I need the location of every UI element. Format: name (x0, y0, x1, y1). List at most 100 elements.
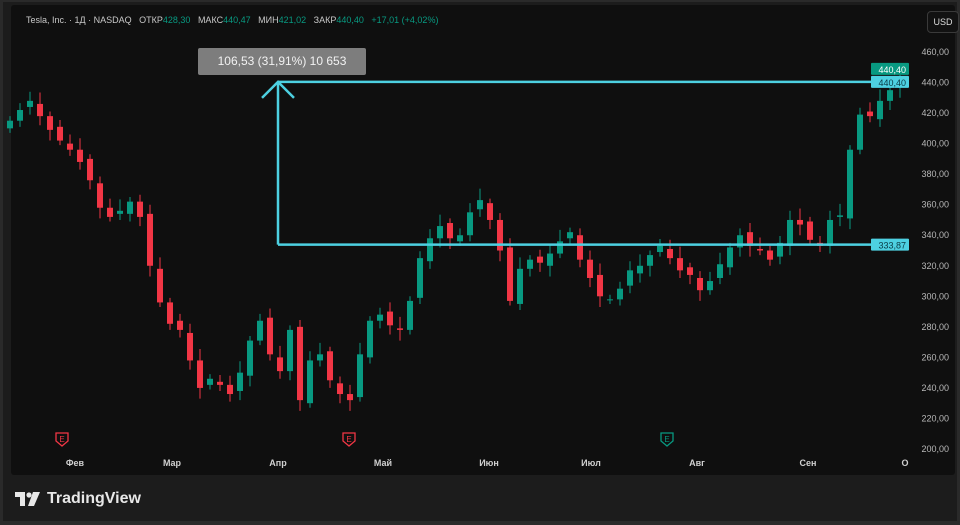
currency-button[interactable]: USD (927, 11, 959, 33)
candle-body (737, 235, 743, 248)
candle-body (17, 110, 23, 121)
candle-body (77, 149, 83, 162)
candle-body (767, 250, 773, 260)
candle-body (397, 328, 403, 330)
candle-body (727, 247, 733, 268)
x-tick-label: Фев (66, 458, 85, 468)
earnings-icon[interactable] (55, 432, 69, 447)
x-tick-label: О (901, 458, 908, 468)
candle-body (857, 114, 863, 150)
candle-body (807, 221, 813, 240)
candle-body (327, 351, 333, 381)
candle-body (747, 232, 753, 246)
candle-body (47, 116, 53, 130)
candle-body (497, 219, 503, 251)
candle-body (697, 277, 703, 291)
x-tick-label: Май (374, 458, 392, 468)
candle-body (347, 394, 353, 401)
candle-body (57, 126, 63, 141)
last-price-label-bg (871, 62, 909, 75)
candle-body (597, 274, 603, 297)
y-tick-label: 380,00 (921, 169, 949, 179)
candle-body (97, 183, 103, 208)
candle-body (357, 354, 363, 398)
candle-body (227, 384, 233, 395)
candle-body (647, 255, 653, 266)
earnings-icon[interactable] (342, 432, 356, 447)
candle-body (457, 235, 463, 242)
candle-body (877, 100, 883, 120)
close-label: ЗАКР (313, 15, 337, 25)
change-value: +17,01 (+4,02%) (371, 15, 439, 25)
candle-body (677, 258, 683, 271)
candle-body (427, 238, 433, 262)
candle-body (417, 258, 423, 298)
y-tick-label: 460,00 (921, 47, 949, 57)
candle-body (567, 232, 573, 239)
candle-body (637, 265, 643, 274)
y-tick-label: 200,00 (921, 444, 949, 454)
candle-body (887, 90, 893, 101)
y-tick-label: 260,00 (921, 352, 949, 362)
candle-body (867, 111, 873, 117)
candle-body (477, 200, 483, 210)
high-value: 440,47 (223, 15, 251, 25)
y-tick-label: 300,00 (921, 291, 949, 301)
candle-body (847, 149, 853, 219)
candle-body (107, 207, 113, 217)
candle-body (527, 259, 533, 269)
price-chart[interactable]: 460,00 440,00 420,00 400,00 380,00 360,00 340,… (3, 2, 957, 521)
level-bottom-label-bg (871, 238, 909, 251)
candle-body (287, 329, 293, 372)
y-tick-label: 320,00 (921, 261, 949, 271)
earnings-badge-label: E (346, 435, 351, 444)
candle-body (547, 253, 553, 266)
candle-body (297, 326, 303, 401)
level-top-label: 440,40 (878, 78, 906, 88)
candle-body (557, 241, 563, 254)
x-tick-label: Июн (479, 458, 499, 468)
y-tick-label: 340,00 (921, 230, 949, 240)
symbol-legend: Tesla, Inc. · 1Д · NASDAQ ОТКР428,30 МАК… (26, 15, 438, 25)
candle-body (387, 311, 393, 326)
candle-body (187, 332, 193, 361)
candle-body (607, 299, 613, 301)
arrow-up-icon (261, 80, 295, 99)
candle-body (247, 340, 253, 376)
candle-body (217, 381, 223, 385)
x-tick-label: Июл (581, 458, 601, 468)
candle-body (787, 219, 793, 246)
candle-body (687, 267, 693, 275)
candle-body (487, 203, 493, 220)
earnings-badge-label: E (664, 435, 669, 444)
low-value: 421,02 (278, 15, 307, 25)
candle-body (7, 120, 13, 129)
high-label: МАКС (197, 15, 224, 25)
candle-body (797, 219, 803, 225)
candle-body (137, 201, 143, 217)
chart-pane[interactable]: Tesla, Inc. · 1Д · NASDAQ ОТКР428,30 МАК… (11, 5, 959, 475)
last-price-label: 440,40 (878, 65, 906, 75)
candle-body (267, 317, 273, 355)
candle-body (367, 320, 373, 358)
tradingview-logo-icon (15, 492, 40, 506)
candle-body (377, 314, 383, 321)
candle-body (257, 320, 263, 341)
earnings-icon[interactable] (660, 432, 674, 447)
tradingview-logo[interactable]: TradingView (15, 490, 141, 508)
candle-body (237, 372, 243, 391)
symbol-title: Tesla, Inc. · 1Д · NASDAQ (26, 15, 132, 25)
measure-label: 106,53 (31,91%) 10 653 (198, 48, 366, 75)
y-tick-label: 420,00 (921, 108, 949, 118)
y-tick-label: 440,00 (921, 78, 949, 88)
candle-body (537, 256, 543, 263)
candle-body (757, 248, 763, 251)
candle-body (667, 248, 673, 259)
y-tick-label: 360,00 (921, 200, 949, 210)
close-value: 440,40 (336, 15, 364, 25)
candle-body (37, 103, 43, 117)
x-tick-label: Апр (269, 458, 287, 468)
y-tick-label: 400,00 (921, 139, 949, 149)
candle-body (827, 219, 833, 246)
level-top-label-bg (871, 75, 909, 88)
